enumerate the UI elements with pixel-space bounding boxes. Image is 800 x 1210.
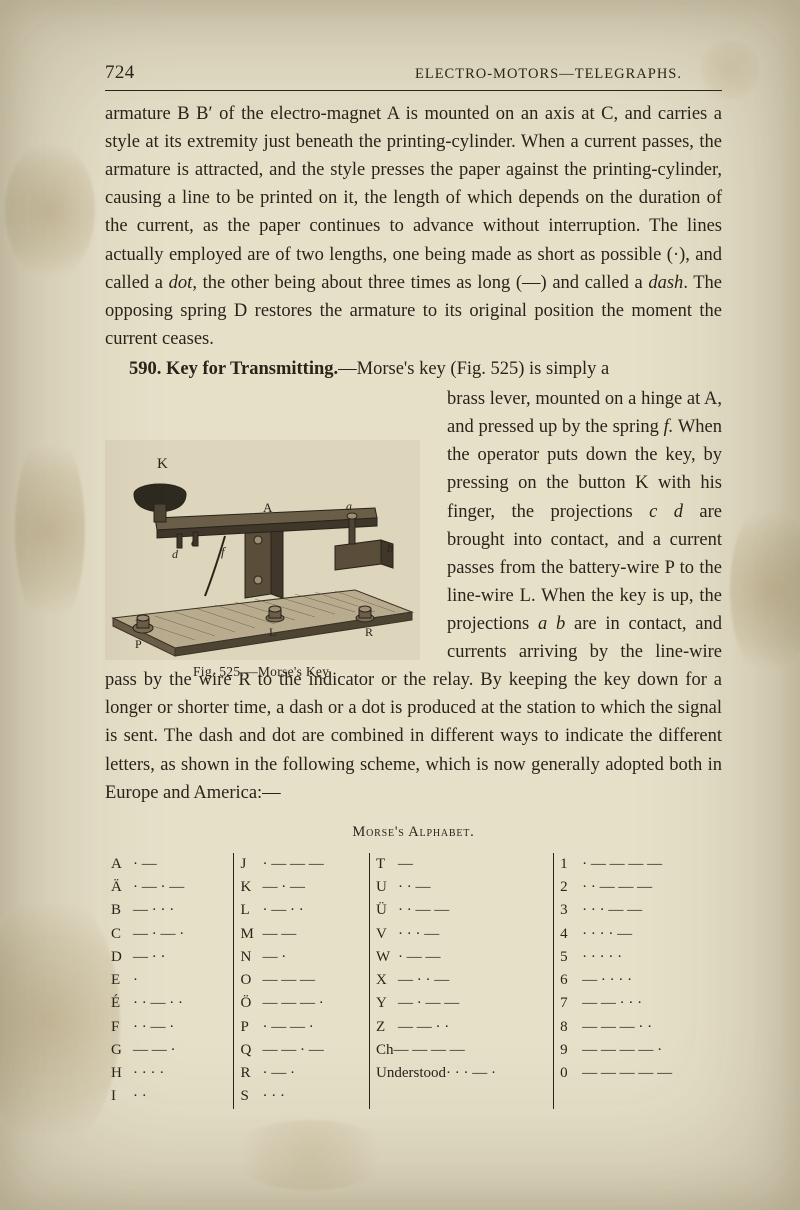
alpha-entry: F · · — ·: [111, 1016, 229, 1039]
alpha-entry: J · — — —: [240, 853, 365, 876]
alpha-entry: N — ·: [240, 946, 365, 969]
alpha-entry: E ·: [111, 969, 229, 992]
alpha-entry: L · — · ·: [240, 899, 365, 922]
alpha-entry: I · ·: [111, 1085, 229, 1108]
alpha-entry: Ö — — — ·: [240, 992, 365, 1015]
alpha-entry: 1 · — — — —: [560, 853, 716, 876]
alpha-entry: V · · · —: [376, 923, 549, 946]
alpha-entry: P · — — ·: [240, 1016, 365, 1039]
alpha-col-4: 1 · — — — —2 · · — — —3 · · · — —4 · · ·…: [556, 853, 720, 1109]
alpha-entry: B — · · ·: [111, 899, 229, 922]
alpha-entry: X — · · —: [376, 969, 549, 992]
alpha-entry: G — — ·: [111, 1039, 229, 1062]
alpha-col-2: J · — — —K — · —L · — · ·M — —N — ·O — —…: [236, 853, 370, 1109]
page: 724 ELECTRO-MOTORS—TELEGRAPHS. armature …: [0, 0, 800, 1210]
alpha-entry: Ü · · — —: [376, 899, 549, 922]
figure-shim: [105, 387, 435, 639]
alphabet-title: Morse's Alphabet.: [105, 821, 722, 843]
alpha-entry: S · · ·: [240, 1085, 365, 1108]
alpha-entry: 4 · · · · —: [560, 923, 716, 946]
alpha-entry: É · · — · ·: [111, 992, 229, 1015]
alpha-entry: H · · · ·: [111, 1062, 229, 1085]
alpha-entry: Ch — — — —: [376, 1039, 549, 1062]
paragraph-2-head: 590. Key for Transmitting.—Morse's key (…: [105, 355, 722, 383]
header-rule: [105, 90, 722, 91]
alpha-entry: A · —: [111, 853, 229, 876]
alpha-entry: U · · —: [376, 876, 549, 899]
page-number: 724: [105, 62, 135, 84]
alpha-entry: 5 · · · · ·: [560, 946, 716, 969]
alpha-entry: Z — — · ·: [376, 1016, 549, 1039]
alpha-entry: 2 · · — — —: [560, 876, 716, 899]
alpha-col-3: T —U · · —Ü · · — —V · · · —W · — —X — ·…: [372, 853, 554, 1109]
alpha-entry: C — · — ·: [111, 923, 229, 946]
alpha-entry: 8 — — — · ·: [560, 1016, 716, 1039]
alpha-entry: 6 — · · · ·: [560, 969, 716, 992]
alpha-entry: 7 — — · · ·: [560, 992, 716, 1015]
alpha-entry: D — · ·: [111, 946, 229, 969]
alpha-entry: T —: [376, 853, 549, 876]
paragraph-1: armature B B′ of the electro-magnet A is…: [105, 100, 722, 353]
alpha-entry: O — — —: [240, 969, 365, 992]
alpha-entry: R · — ·: [240, 1062, 365, 1085]
alpha-entry: M — —: [240, 923, 365, 946]
body-text-v2: armature B B′ of the electro-magnet A is…: [105, 100, 722, 1111]
alpha-entry: Understood · · · — ·: [376, 1062, 549, 1085]
alpha-entry: Y — · — —: [376, 992, 549, 1015]
running-header: 724 ELECTRO-MOTORS—TELEGRAPHS.: [105, 62, 722, 84]
alpha-entry: W · — —: [376, 946, 549, 969]
alpha-entry: K — · —: [240, 876, 365, 899]
alpha-entry: Ä · — · —: [111, 876, 229, 899]
alpha-entry: Q — — · —: [240, 1039, 365, 1062]
alpha-entry: 9 — — — — ·: [560, 1039, 716, 1062]
morse-alphabet-table: A · —Ä · — · —B — · · ·C — · — ·D — · ·E…: [105, 851, 722, 1111]
running-title: ELECTRO-MOTORS—TELEGRAPHS.: [415, 66, 682, 83]
alpha-entry: 3 · · · — —: [560, 899, 716, 922]
alpha-entry: 0 — — — — —: [560, 1062, 716, 1085]
alpha-col-1: A · —Ä · — · —B — · · ·C — · — ·D — · ·E…: [107, 853, 234, 1109]
